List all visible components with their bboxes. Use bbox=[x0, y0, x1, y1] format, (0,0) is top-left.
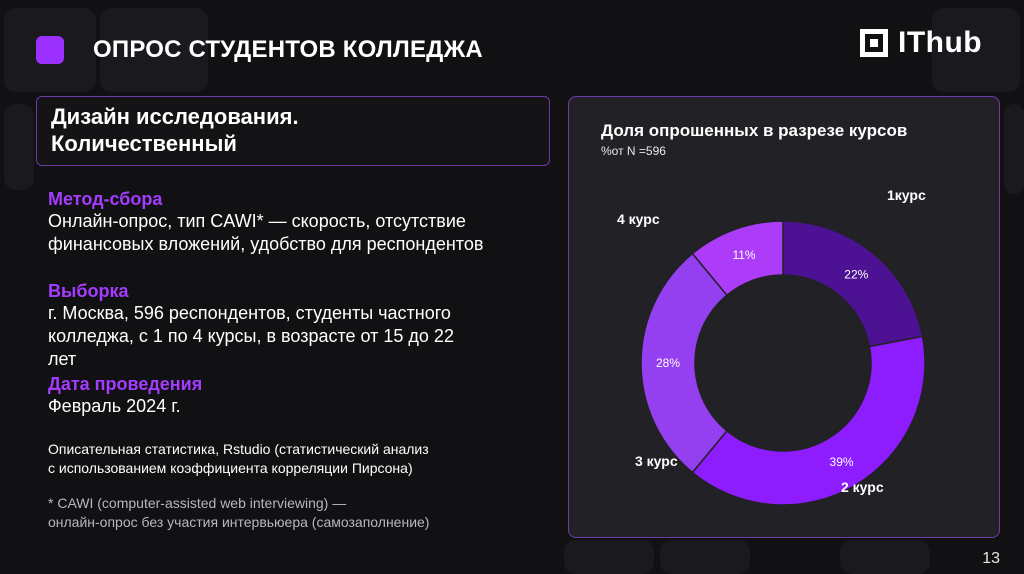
sample-heading: Выборка bbox=[48, 281, 129, 301]
logo-text: IThub bbox=[898, 26, 983, 59]
sample-section: Выборка г. Москва, 596 респондентов, сту… bbox=[48, 280, 548, 371]
method-line2: финансовых вложений, удобство для респон… bbox=[48, 234, 484, 254]
date-section: Дата проведения Февраль 2024 г. bbox=[48, 373, 548, 418]
donut-slice-3 bbox=[640, 252, 728, 474]
background-tile bbox=[932, 8, 1020, 92]
date-value: Февраль 2024 г. bbox=[48, 396, 181, 416]
design-title-line2: Количественный bbox=[51, 131, 237, 156]
stats-section: Описательная статистика, Rstudio (статис… bbox=[48, 440, 548, 478]
value-label-4: 11% bbox=[732, 248, 755, 262]
stats-line1: Описательная статистика, Rstudio (статис… bbox=[48, 441, 429, 457]
method-heading: Метод-сбора bbox=[48, 189, 163, 209]
background-tile bbox=[100, 8, 208, 92]
value-label-3: 28% bbox=[656, 356, 680, 370]
title-bullet bbox=[36, 36, 64, 64]
method-line1: Онлайн-опрос, тип CAWI* — скорость, отсу… bbox=[48, 211, 466, 231]
chart-subtitle: %от N =596 bbox=[601, 144, 666, 158]
background-tile bbox=[660, 540, 750, 574]
background-tile bbox=[564, 540, 654, 574]
donut-slice-1 bbox=[782, 220, 924, 348]
category-label-2: 2 курс bbox=[841, 479, 884, 495]
sample-line2: колледжа, с 1 по 4 курсы, в возрасте от … bbox=[48, 326, 454, 346]
chart-panel: Доля опрошенных в разрезе курсов %от N =… bbox=[568, 96, 1000, 538]
background-tile bbox=[840, 540, 930, 574]
page-number: 13 bbox=[982, 550, 1000, 567]
stats-line2: с использованием коэффициента корреляции… bbox=[48, 460, 413, 476]
background-tile bbox=[1004, 104, 1024, 194]
background-tile bbox=[4, 104, 34, 190]
category-label-4: 4 курс bbox=[617, 211, 660, 227]
footnote-line2: онлайн-опрос без участия интервьюера (са… bbox=[48, 514, 430, 530]
donut-chart: 22% 1курс 39% 2 курс 28% 3 курс 11% 4 курс bbox=[617, 187, 926, 506]
design-title-line1: Дизайн исследования. bbox=[51, 104, 299, 129]
donut-slice-2 bbox=[691, 335, 926, 506]
value-label-1: 22% bbox=[844, 267, 868, 281]
value-label-2: 39% bbox=[830, 455, 854, 469]
sample-line3: лет bbox=[48, 349, 77, 369]
category-label-3: 3 курс bbox=[635, 453, 678, 469]
sample-line1: г. Москва, 596 респондентов, студенты ча… bbox=[48, 303, 451, 323]
logo-mark-icon bbox=[860, 29, 888, 57]
category-label-1: 1курс bbox=[887, 187, 926, 203]
page-title: ОПРОС СТУДЕНТОВ КОЛЛЕДЖА bbox=[93, 36, 483, 63]
footnote-line1: * CAWI (computer-assisted web interviewi… bbox=[48, 495, 347, 511]
donut-slice-4 bbox=[691, 220, 784, 297]
logo: IThub bbox=[860, 26, 982, 60]
method-section: Метод-сбора Онлайн-опрос, тип CAWI* — ск… bbox=[48, 188, 548, 256]
footnote-section: * CAWI (computer-assisted web interviewi… bbox=[48, 494, 548, 532]
date-heading: Дата проведения bbox=[48, 374, 203, 394]
design-box: Дизайн исследования. Количественный bbox=[36, 96, 550, 166]
chart-title: Доля опрошенных в разрезе курсов bbox=[601, 121, 908, 140]
